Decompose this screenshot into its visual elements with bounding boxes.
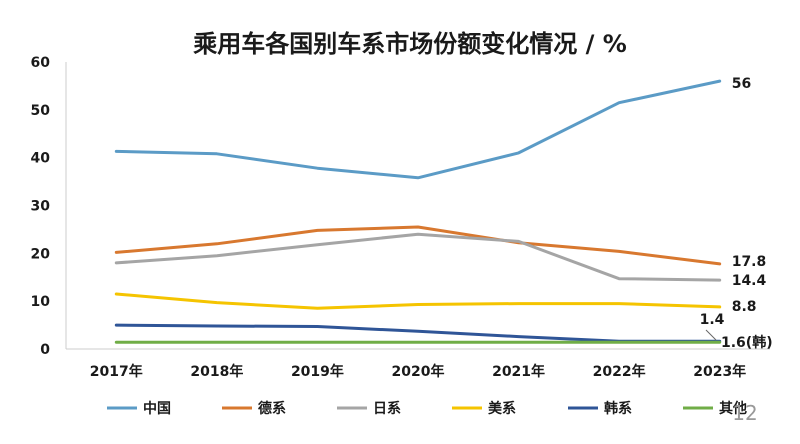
series-line-4 (114, 323, 722, 343)
legend-label-3: 美系 (488, 400, 516, 417)
legend-label-1: 德系 (258, 400, 286, 417)
end-label-1: 17.8 (732, 254, 767, 270)
y-tick-label: 0 (40, 342, 50, 358)
x-tick-label: 2023年 (693, 363, 746, 380)
page-number: 12 (732, 401, 757, 425)
legend-label-0: 中国 (143, 400, 171, 417)
end-label-5: 1.4 (700, 312, 725, 328)
x-tick-label: 2019年 (291, 363, 344, 380)
end-label-0: 56 (732, 76, 751, 92)
y-tick-label: 40 (31, 151, 51, 167)
end-label-3: 8.8 (732, 299, 757, 315)
y-tick-label: 60 (31, 55, 51, 71)
x-tick-label: 2018年 (190, 363, 243, 380)
series-line-0 (114, 79, 722, 180)
end-label-4: 1.6(韩) (721, 334, 773, 351)
legend-label-4: 韩系 (604, 400, 632, 417)
y-tick-label: 20 (31, 246, 51, 262)
end-label-2: 14.4 (732, 273, 767, 289)
y-tick-label: 30 (31, 199, 51, 215)
x-tick-label: 2021年 (492, 363, 545, 380)
x-tick-label: 2020年 (392, 363, 445, 380)
y-tick-label: 50 (31, 103, 51, 119)
series-line-3 (114, 292, 722, 310)
series-line-2 (114, 232, 722, 282)
series-line-1 (114, 225, 722, 266)
legend-label-2: 日系 (373, 400, 401, 417)
label-leader-line (705, 329, 717, 341)
x-tick-label: 2022年 (593, 363, 646, 380)
x-tick-label: 2017年 (90, 363, 143, 380)
legend-label-5: 其他 (719, 400, 747, 417)
chart-title: 乘用车各国别车系市场份额变化情况 / % (192, 30, 627, 58)
y-tick-label: 10 (31, 294, 51, 310)
